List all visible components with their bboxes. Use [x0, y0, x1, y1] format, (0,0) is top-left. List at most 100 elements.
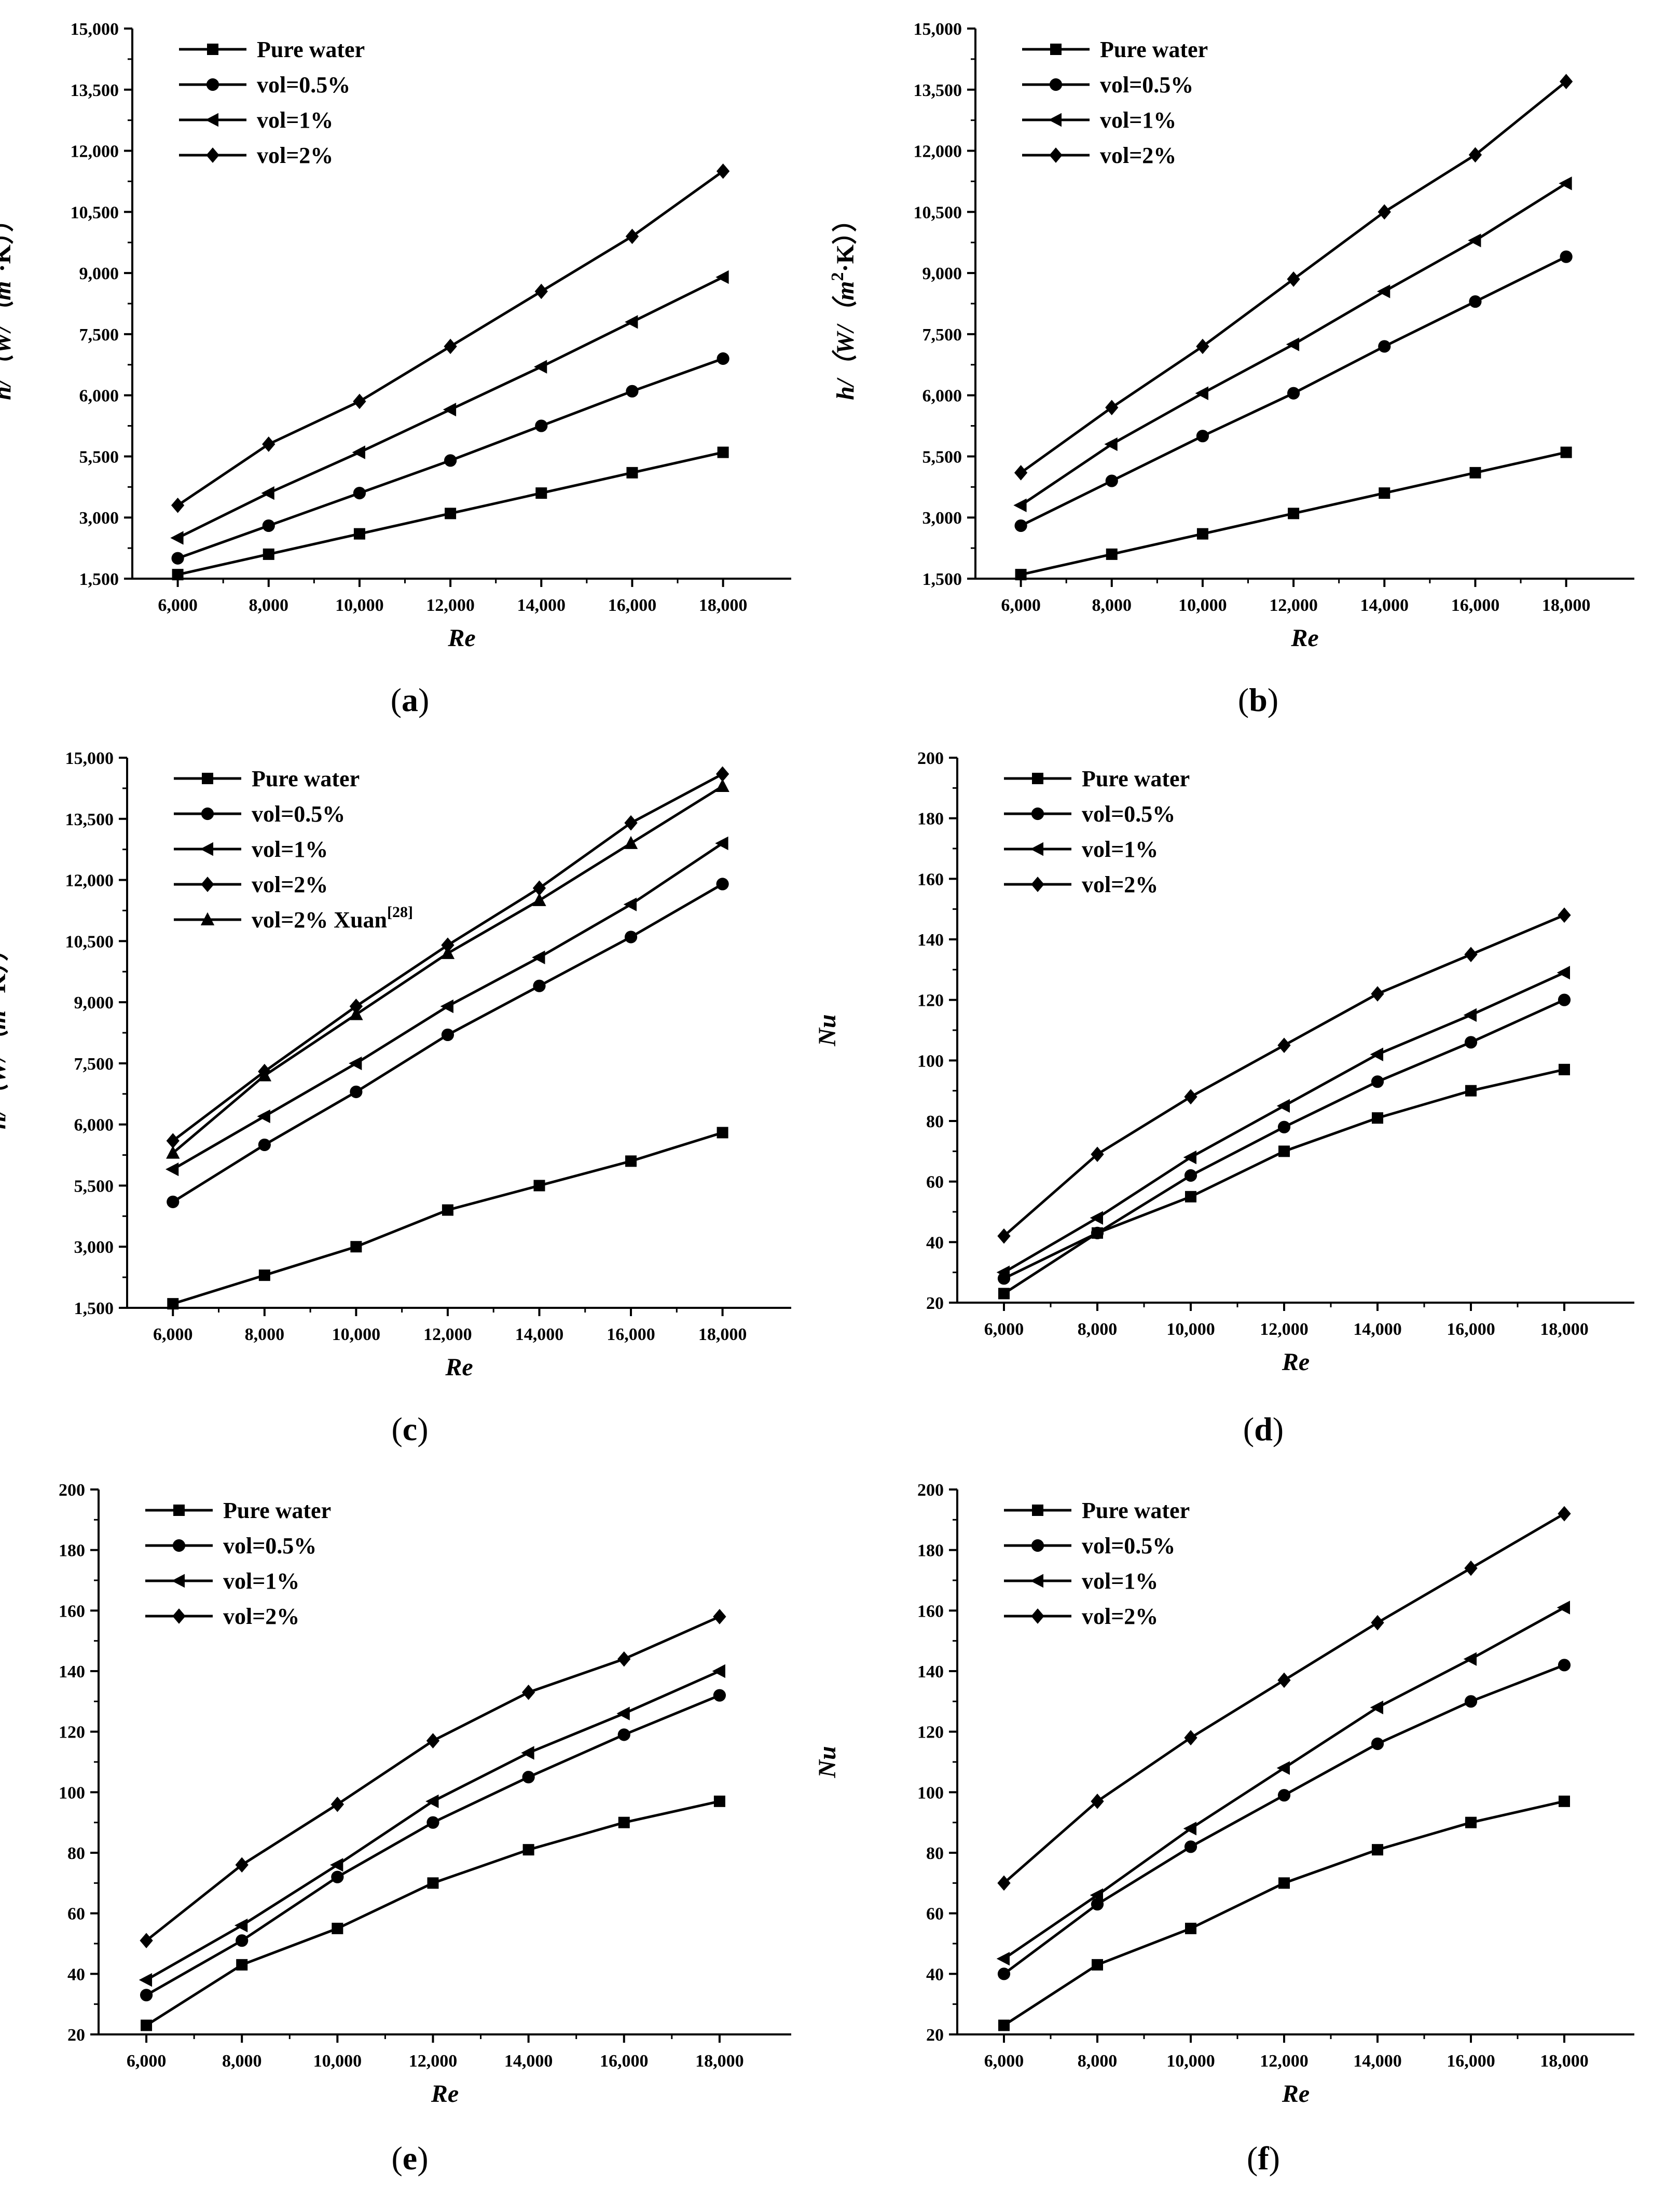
y-axis-label-part: h/（W/（m [831, 281, 859, 400]
x-tick-label: 8,000 [1092, 596, 1132, 615]
y-tick-label: 100 [59, 1783, 85, 1802]
data-point [997, 1967, 1011, 1980]
legend-marker [207, 44, 218, 55]
legend-label: Pure water [257, 37, 365, 62]
data-point [715, 270, 729, 284]
data-point [533, 360, 547, 374]
y-tick-label: 40 [926, 1233, 944, 1252]
y-axis-label-part: 2 [828, 272, 847, 281]
data-point [440, 946, 455, 959]
data-point [522, 1844, 534, 1856]
data-point [1379, 487, 1390, 499]
paren-open: ( [1243, 1411, 1254, 1447]
data-point [1185, 1922, 1196, 1934]
legend-entry: vol=1% [252, 837, 328, 862]
data-point [1464, 947, 1478, 963]
x-tick-label: 10,000 [1166, 1320, 1215, 1339]
legend-marker [200, 842, 213, 856]
legend-label: vol=2% [252, 872, 328, 897]
data-point [1196, 528, 1208, 540]
data-point [716, 878, 729, 891]
legend-label: Pure water [1082, 766, 1190, 791]
y-tick-label: 10,500 [914, 203, 962, 222]
panel-f: 20 40 60 80 100 120 140 160 180 200 6,000 8,000 10,0… [814, 1481, 1634, 2177]
data-point [1559, 74, 1573, 89]
data-point [235, 1857, 249, 1873]
x-tick-label: 10,000 [332, 1325, 381, 1344]
data-point [1469, 295, 1482, 308]
data-point [522, 1771, 535, 1784]
x-tick-label: 18,000 [699, 596, 748, 615]
y-tick-label: 6,000 [74, 1116, 114, 1135]
data-point [441, 1028, 455, 1042]
y-tick-label: 200 [59, 1481, 85, 1500]
data-point [349, 1056, 362, 1071]
panel-caption: (d) [1243, 1411, 1284, 1447]
data-point [1091, 1898, 1104, 1911]
series-line-3 [145, 1615, 720, 1942]
x-tick-label: 16,000 [607, 1325, 655, 1344]
legend-marker [171, 1574, 185, 1588]
series-line-2 [1003, 1606, 1565, 1960]
y-tick-label: 1,500 [79, 570, 119, 589]
legend-marker [202, 773, 213, 784]
y-tick-label: 3,000 [922, 509, 962, 528]
data-point [1015, 569, 1027, 581]
data-point [532, 880, 546, 896]
data-point [1287, 387, 1300, 400]
legend-marker [1031, 1608, 1044, 1624]
data-point [165, 1162, 179, 1177]
y-tick-label: 100 [917, 1051, 944, 1071]
data-point [996, 1265, 1010, 1279]
data-point [257, 1109, 270, 1124]
x-tick-label: 6,000 [153, 1325, 193, 1344]
x-tick-label: 8,000 [222, 2052, 262, 2071]
data-point [262, 436, 276, 452]
panel-caption: (b) [1238, 681, 1278, 718]
data-point [1184, 1169, 1197, 1182]
legend-marker [1031, 877, 1044, 892]
y-tick-label: 7,500 [79, 325, 119, 345]
data-point [1468, 147, 1482, 163]
legend-marker [1030, 842, 1043, 856]
legend-marker [1048, 113, 1062, 127]
data-point [166, 1145, 180, 1159]
data-point [258, 1269, 270, 1281]
data-point [1184, 1089, 1197, 1105]
y-tick-label: 200 [917, 749, 944, 768]
legend-marker [201, 807, 214, 821]
data-point [1558, 907, 1571, 923]
x-tick-label: 10,000 [335, 596, 384, 615]
y-axis-label-part: ） [0, 207, 16, 232]
data-point [1370, 1700, 1383, 1715]
data-point [717, 1127, 728, 1139]
data-point [170, 531, 184, 545]
legend-entry: vol=1% [257, 107, 333, 133]
y-tick-label: 80 [926, 1112, 944, 1131]
data-point [332, 1922, 343, 1934]
data-point [1468, 234, 1481, 248]
x-tick-label: 14,000 [1360, 596, 1409, 615]
y-tick-label: 15,000 [914, 20, 962, 39]
data-point [1378, 204, 1391, 220]
y-tick-label: 12,000 [71, 142, 119, 161]
y-tick-label: 180 [59, 1541, 85, 1561]
data-point [234, 1918, 248, 1933]
y-tick-label: 6,000 [79, 387, 119, 406]
data-point [139, 1973, 153, 1987]
data-point [1277, 1120, 1291, 1133]
data-point [1106, 548, 1118, 560]
data-point [236, 1959, 248, 1971]
data-point [331, 1870, 344, 1883]
data-point [350, 1085, 363, 1098]
series-line-0 [172, 1131, 723, 1305]
data-point [715, 836, 728, 851]
panel-b: 1,500 3,000 5,500 6,000 7,500 9,000 10,500 12,0… [828, 20, 1634, 718]
legend-marker [206, 78, 219, 91]
legend-label: vol=1% [1082, 837, 1158, 862]
data-point [1014, 465, 1028, 481]
paren-close: ) [417, 1411, 428, 1447]
legend-superscript: [28] [387, 904, 413, 921]
data-point [1464, 1560, 1478, 1576]
legend-marker [201, 877, 214, 892]
